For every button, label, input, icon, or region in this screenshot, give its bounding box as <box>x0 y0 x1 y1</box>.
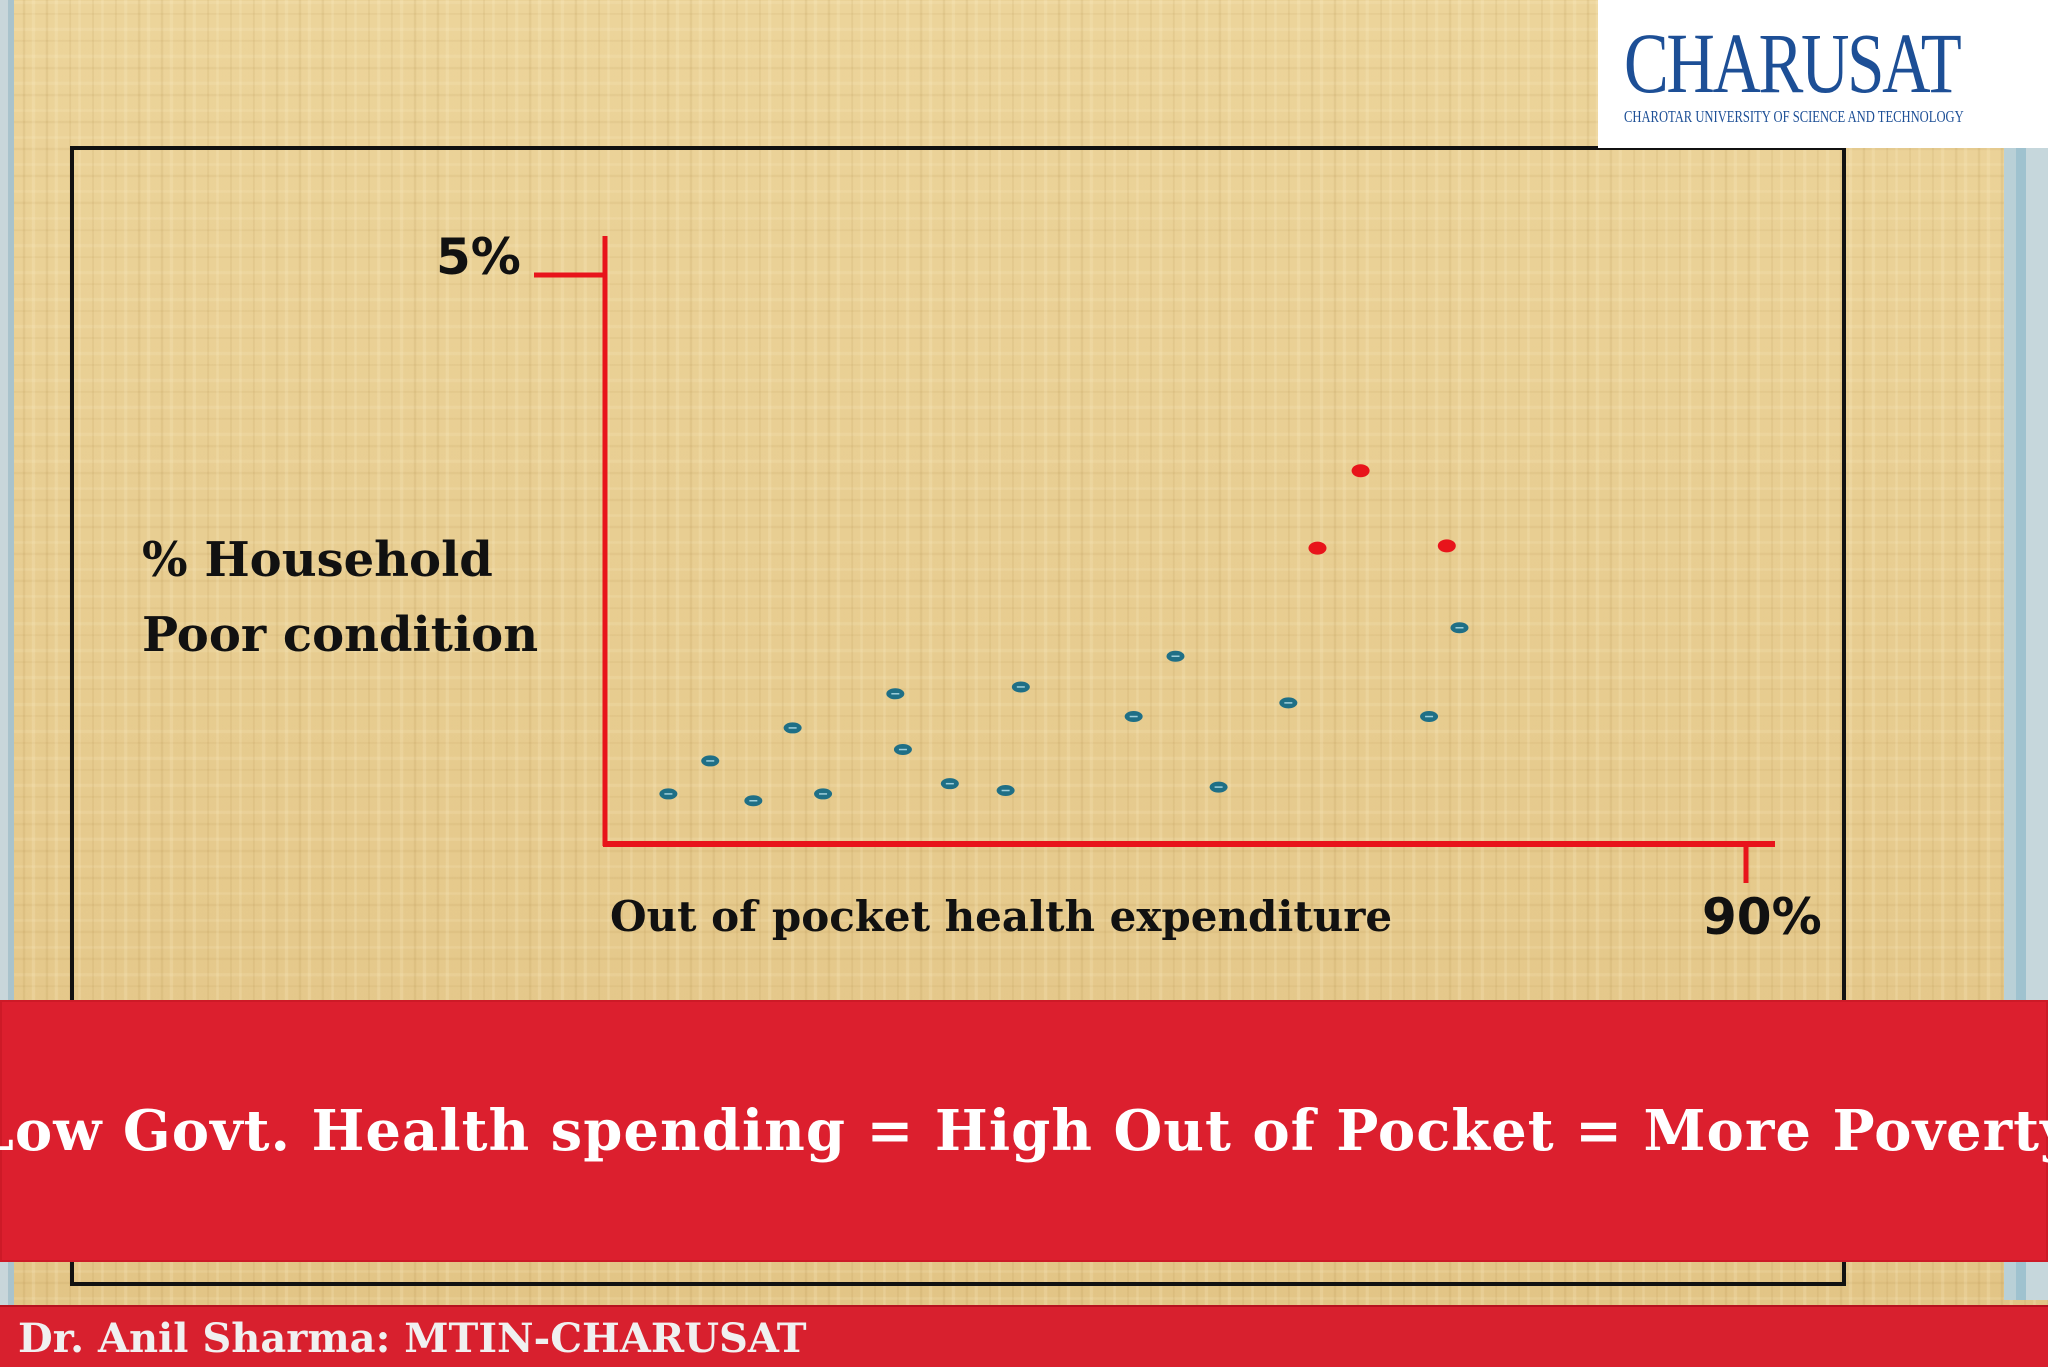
data-point-2-1 <box>1308 541 1327 555</box>
y-axis-label-line-2: Poor condition <box>142 607 539 663</box>
chart-frame <box>70 146 1846 1286</box>
data-point-2-3 <box>1437 539 1456 553</box>
logo-subtitle: CHAROTAR UNIVERSITY OF SCIENCE AND TECHN… <box>1624 107 1964 126</box>
x-tick-label: 90% <box>1702 888 1822 946</box>
charusat-logo: CHARUSAT CHAROTAR UNIVERSITY OF SCIENCE … <box>1598 0 2048 148</box>
footer-text: Dr. Anil Sharma: MTIN-CHARUSAT <box>18 1315 807 1362</box>
y-tick-label: 5% <box>436 228 521 286</box>
footer-bar: Dr. Anil Sharma: MTIN-CHARUSAT <box>0 1305 2048 1367</box>
y-axis-label-line-1: % Household <box>142 532 493 588</box>
scatter-chart <box>534 236 1775 883</box>
conclusion-banner: Low Govt. Health spending = High Out of … <box>0 1000 2048 1262</box>
data-point-2-2 <box>1351 464 1370 478</box>
x-axis-label: Out of pocket health expenditure <box>610 892 1393 941</box>
logo-title: CHARUSAT <box>1624 15 1962 111</box>
banner-text: Low Govt. Health spending = High Out of … <box>0 1098 2048 1164</box>
y-axis-label: % Household Poor condition <box>142 523 538 673</box>
